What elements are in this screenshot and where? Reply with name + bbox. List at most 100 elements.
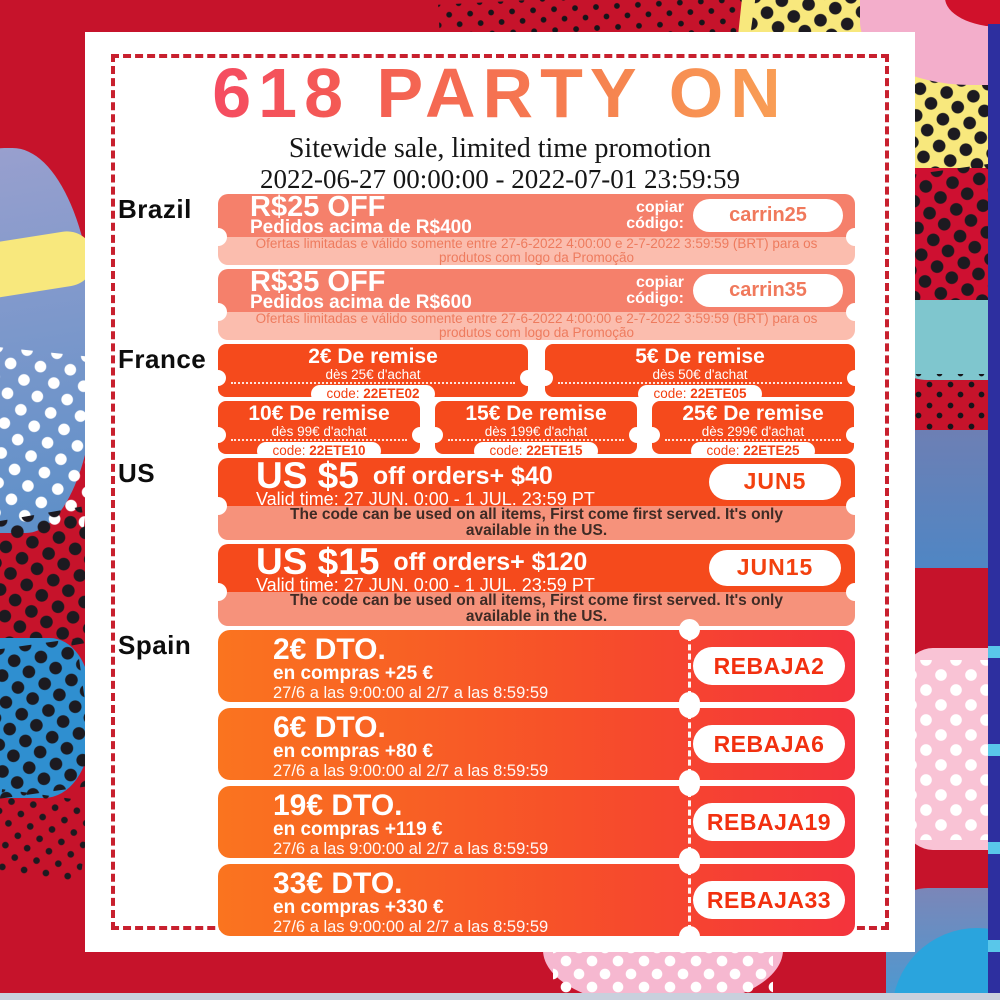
ticket-notch	[679, 697, 700, 718]
france-coupon-1: 2€ De remise dès 25€ d'achat code: 22ETE…	[210, 344, 536, 403]
ticket-notch	[209, 497, 227, 515]
section-label-france: France	[118, 344, 207, 374]
ticket-notch	[210, 370, 226, 386]
section-label-spain: Spain	[118, 630, 192, 660]
coupon-code-pill[interactable]: code: 22ETE02	[311, 385, 435, 403]
copy-code-hint: copiar código:	[626, 273, 684, 307]
spain-coupon-2: 6€ DTO. en compras +80 € 27/6 a las 9:00…	[218, 697, 855, 791]
ticket-notch	[846, 497, 864, 515]
coupon-amount: 2€ De remise	[308, 345, 438, 368]
france-coupon-2: 5€ De remise dès 50€ d'achat code: 22ETE…	[537, 344, 863, 403]
coupon-amount: 2€ DTO.	[273, 633, 386, 666]
france-coupon-5: 25€ De remise dès 299€ d'achat code: 22E…	[644, 401, 862, 460]
dashed-divider	[688, 713, 691, 775]
coupon-amount: 10€ De remise	[248, 402, 390, 425]
ticket-notch	[520, 370, 536, 386]
coupon-code-pill[interactable]: code: 22ETE25	[691, 442, 815, 460]
coupon-condition: dès 299€ d'achat	[701, 424, 805, 439]
coupon-condition: dès 99€ d'achat	[271, 424, 367, 439]
coupon-amount: R$35 OFF	[250, 266, 386, 298]
coupon-condition: dès 50€ d'achat	[652, 367, 748, 382]
spain-coupon-4: 33€ DTO. en compras +330 € 27/6 a las 9:…	[218, 853, 855, 947]
coupon-valid-time: 27/6 a las 9:00:00 al 2/7 a las 8:59:59	[273, 762, 549, 780]
coupon-condition: Pedidos acima de R$600	[250, 292, 472, 313]
coupon-code-pill[interactable]: code: 22ETE15	[474, 442, 598, 460]
france-coupon-4: 15€ De remise dès 199€ d'achat code: 22E…	[427, 401, 645, 460]
subtitle: Sitewide sale, limited time promotion	[288, 133, 712, 164]
coupon-code-pill[interactable]: JUN5	[709, 463, 841, 500]
copy-code-hint: copiar código:	[626, 198, 684, 232]
coupon-amount: 25€ De remise	[682, 402, 824, 425]
coupon-valid-time: Valid time: 27 JUN. 0:00 - 1 JUL. 23:59 …	[256, 575, 595, 595]
ticket-notch	[427, 427, 443, 443]
coupon-valid-time: 27/6 a las 9:00:00 al 2/7 a las 8:59:59	[273, 840, 549, 858]
ticket-notch	[679, 619, 700, 640]
ticket-notch	[644, 427, 660, 443]
coupon-code-pill[interactable]: carrin35	[693, 274, 843, 307]
ticket-notch	[846, 228, 864, 246]
coupon-code-pill[interactable]: REBAJA33	[693, 881, 845, 919]
coupon-code-pill[interactable]: JUN15	[709, 549, 841, 586]
coupon-amount: US $15	[256, 541, 380, 582]
coupon-terms: Ofertas limitadas e válido somente entre…	[218, 237, 855, 265]
dotted-separator	[448, 439, 624, 441]
ticket-notch	[679, 926, 700, 947]
section-spain: Spain 2€ DTO. en compras +25 € 27/6 a la…	[118, 619, 915, 947]
bg-red-dots-right	[898, 374, 1000, 434]
coupon-amount: 15€ De remise	[465, 402, 607, 425]
coupon-code-pill[interactable]: REBAJA2	[693, 647, 845, 685]
brazil-coupon-1: R$25 OFF Pedidos acima de R$400 copiar c…	[209, 191, 864, 265]
coupon-valid-time: 27/6 a las 9:00:00 al 2/7 a las 8:59:59	[273, 918, 549, 936]
coupon-code-pill[interactable]: REBAJA6	[693, 725, 845, 763]
coupon-code-pill[interactable]: code: 22ETE10	[257, 442, 381, 460]
promo-period: 2022-06-27 00:00:00 - 2022-07-01 23:59:5…	[260, 164, 740, 194]
dotted-separator	[558, 382, 842, 384]
coupon-condition: en compras +119 €	[273, 819, 443, 840]
page-title: 618 PARTY ON	[85, 54, 915, 134]
ticket-notch	[847, 370, 863, 386]
us-coupon-2: US $15 off orders+ $120 Valid time: 27 JU…	[209, 541, 864, 626]
coupon-condition: en compras +25 €	[273, 663, 434, 684]
spain-coupon-3: 19€ DTO. en compras +119 € 27/6 a las 9:…	[218, 775, 855, 869]
dotted-separator	[231, 382, 515, 384]
coupon-amount: R$25 OFF	[250, 191, 386, 223]
ticket-notch	[210, 427, 226, 443]
ticket-notch	[412, 427, 428, 443]
dashed-divider	[688, 869, 691, 931]
coupon-valid-time: Valid time: 27 JUN. 0:00 - 1 JUL. 23:59 …	[256, 489, 595, 509]
coupon-condition: Pedidos acima de R$400	[250, 217, 472, 238]
us-coupon-1: US $5 off orders+ $40 Valid time: 27 JUN.…	[209, 455, 864, 540]
france-coupon-3: 10€ De remise dès 99€ d'achat code: 22ET…	[210, 401, 428, 460]
ticket-notch	[846, 583, 864, 601]
coupon-condition: dès 199€ d'achat	[484, 424, 588, 439]
ticket-notch	[679, 775, 700, 796]
ticket-notch	[209, 583, 227, 601]
coupon-amount: 6€ DTO.	[273, 711, 386, 744]
ticket-notch	[846, 427, 862, 443]
coupon-terms: The code can be used on all items, First…	[218, 506, 855, 540]
coupon-code-pill[interactable]: REBAJA19	[693, 803, 845, 841]
bg-pink-semicircle-dots	[553, 948, 773, 998]
dashed-divider	[688, 635, 691, 697]
coupon-condition: off orders+ $40	[372, 462, 553, 490]
ticket-notch	[209, 303, 227, 321]
coupon-amount: US $5	[256, 455, 359, 496]
section-label-brazil: Brazil	[118, 194, 192, 224]
coupon-condition: dès 25€ d'achat	[325, 367, 421, 382]
spain-coupon-1: 2€ DTO. en compras +25 € 27/6 a las 9:00…	[218, 619, 855, 713]
ticket-notch	[629, 427, 645, 443]
bg-stripe-dashes	[988, 560, 1000, 1000]
promo-card: 618 PARTY ON Sitewide sale, limited time…	[85, 32, 915, 952]
coupon-condition: off orders+ $120	[393, 548, 588, 576]
coupon-amount: 19€ DTO.	[273, 789, 403, 822]
coupon-amount: 5€ De remise	[635, 345, 765, 368]
coupon-condition: en compras +330 €	[273, 897, 444, 918]
ticket-notch	[846, 303, 864, 321]
dotted-separator	[231, 439, 407, 441]
coupon-code-pill[interactable]: carrin25	[693, 199, 843, 232]
coupon-code-pill[interactable]: code: 22ETE05	[638, 385, 762, 403]
section-brazil: Brazil R$25 OFF Pedidos acima de R$400 c…	[118, 191, 915, 344]
bg-small-dots-left	[0, 789, 92, 883]
coupon-terms: Ofertas limitadas e válido somente entre…	[218, 312, 855, 340]
